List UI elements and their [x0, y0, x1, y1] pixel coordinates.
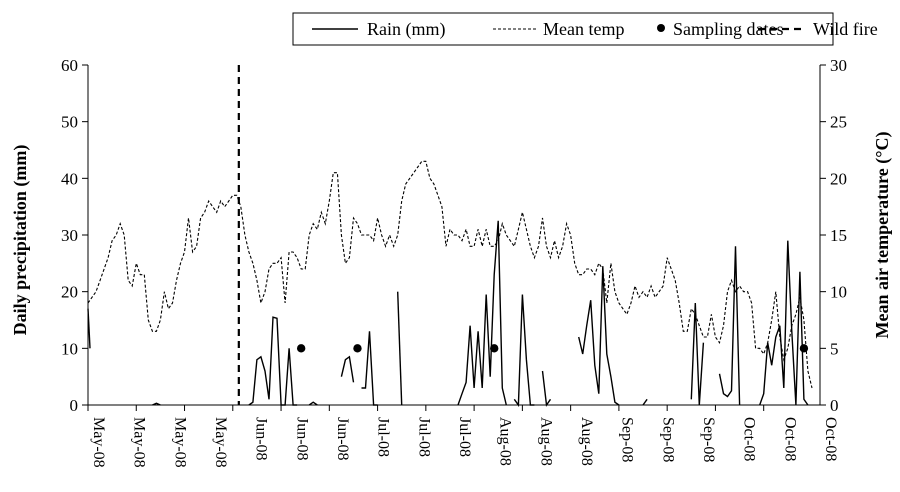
x-tick-label: Oct-08: [822, 417, 839, 461]
x-tick-label: Jun-08: [293, 417, 310, 461]
y-axis-right: 0 5 10 15 20 25 30: [820, 56, 847, 415]
rain-series-segment: [690, 302, 705, 406]
y-right-tick-label: 25: [830, 113, 847, 132]
y-right-tick-label: 10: [830, 283, 847, 302]
sampling-date-point: [799, 344, 809, 353]
legend-temp-label: Mean temp: [543, 19, 624, 39]
sampling-date-point: [353, 344, 362, 353]
y-left-tick-label: 50: [61, 113, 78, 132]
y-axis-left-title: Daily precipitation (mm): [10, 145, 31, 336]
x-tick-label: Jun-08: [334, 417, 351, 461]
y-right-tick-label: 30: [830, 56, 847, 75]
mean-temp-series: [87, 160, 813, 389]
x-tick-label: Sep-08: [619, 417, 636, 462]
sampling-date-point: [490, 344, 499, 353]
rain-series-segment: [759, 240, 809, 406]
sampling-date-point: [296, 344, 306, 353]
y-left-tick-label: 0: [70, 396, 79, 415]
y-left-tick-label: 10: [61, 339, 78, 358]
x-tick-label: Jul-08: [456, 417, 473, 457]
rain-series-segment: [642, 398, 648, 406]
x-tick-label: Oct-08: [741, 417, 758, 461]
x-tick-label: Sep-08: [700, 417, 717, 462]
rain-series-segment: [248, 316, 298, 406]
y-axis-right-title: Mean air temperature (°C): [872, 132, 893, 339]
x-tick-label: Jul-08: [415, 417, 432, 457]
rain-series-segment: [340, 355, 355, 383]
x-tick-label: May-08: [131, 417, 148, 468]
rain-series-segment: [361, 331, 378, 406]
y-right-tick-label: 20: [830, 169, 847, 188]
x-tick-label: Jun-08: [253, 417, 270, 461]
x-tick-label: May-08: [212, 417, 229, 468]
rain-series-segment: [578, 266, 620, 406]
x-tick-label: May-08: [171, 417, 188, 468]
y-left-tick-label: 60: [61, 56, 78, 75]
x-tick-label: Aug-08: [497, 417, 514, 466]
legend-rain-label: Rain (mm): [367, 19, 446, 40]
rain-series-segment: [397, 291, 403, 406]
legend-fire-label: Wild fire: [813, 19, 878, 39]
rain-series-segment: [541, 370, 552, 407]
y-right-tick-label: 5: [830, 339, 839, 358]
x-tick-label: Aug-08: [578, 417, 595, 466]
legend-box: [292, 12, 834, 46]
x-tick-label: May-08: [90, 417, 107, 468]
rain-series-segment: [152, 402, 161, 406]
legend: Rain (mm) Mean temp Sampling dates Wild …: [292, 12, 878, 46]
y-left-tick-label: 30: [61, 226, 78, 245]
plot-area: [87, 65, 821, 408]
x-axis: May-08 May-08 May-08 May-08 Jun-08 Jun-08 Jun-…: [87, 405, 839, 468]
legend-sampling-label: Sampling dates: [673, 19, 784, 39]
x-tick-label: Oct-08: [781, 417, 798, 461]
rain-series-segment: [308, 401, 318, 406]
x-tick-label: Aug-08: [537, 417, 554, 466]
rain-series-segment: [718, 246, 741, 406]
x-tick-label: Jul-08: [375, 417, 392, 457]
x-tick-label: Sep-08: [659, 417, 676, 462]
rain-series-segment: [457, 220, 507, 406]
legend-sampling-swatch: [657, 24, 665, 32]
y-left-tick-label: 20: [61, 283, 78, 302]
y-right-tick-label: 15: [830, 226, 847, 245]
rain-series-segment: [513, 294, 535, 408]
y-right-tick-label: 0: [830, 396, 839, 415]
rain-series-segment: [87, 308, 91, 349]
y-left-tick-label: 40: [61, 169, 78, 188]
y-axis-left: 0 10 20 30 40 50 60: [61, 56, 88, 415]
